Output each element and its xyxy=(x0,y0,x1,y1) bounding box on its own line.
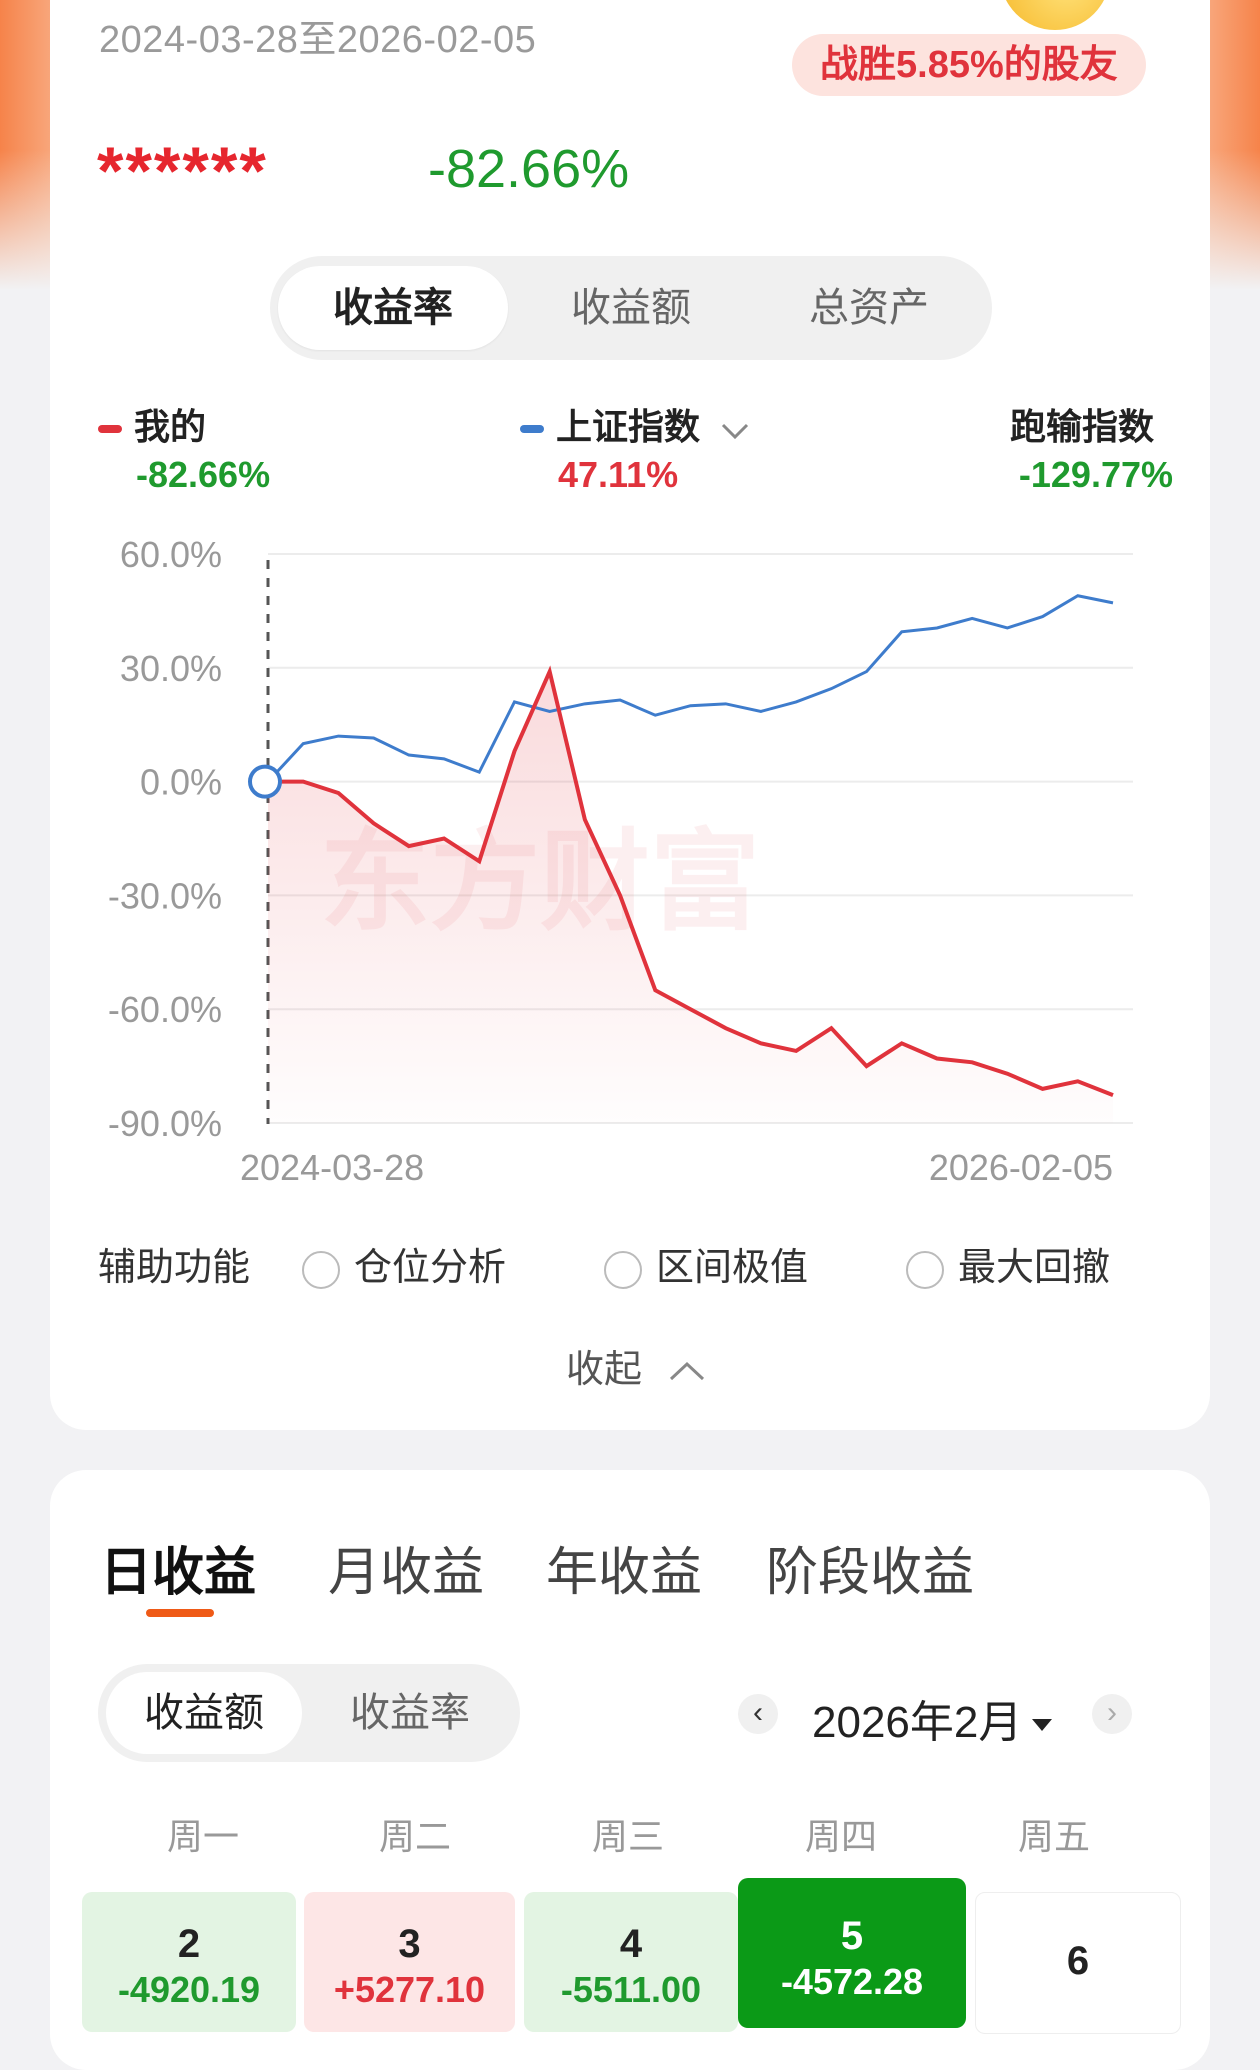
weekday-fri: 周五 xyxy=(1017,1816,1090,1857)
aux-label: 辅助功能 xyxy=(98,1247,251,1289)
day-cell[interactable]: 4 -5511.00 xyxy=(524,1892,738,2032)
option-label: 区间极值 xyxy=(656,1247,809,1289)
legend-underperform: 跑输指数 -129.77% xyxy=(1010,398,1173,495)
total-return: -82.66% xyxy=(428,139,630,199)
next-month-icon[interactable]: › xyxy=(1092,1694,1132,1734)
month-selector[interactable]: 2026年2月 xyxy=(812,1686,1053,1750)
option-position-analysis[interactable]: 仓位分析 xyxy=(302,1236,506,1291)
series-line-mine xyxy=(268,665,1114,1098)
index-line-swatch xyxy=(520,425,544,434)
masked-amount[interactable]: ****** xyxy=(97,133,268,209)
toggle-rate[interactable]: 收益率 xyxy=(350,1691,470,1735)
legend-underperform-value: -129.77% xyxy=(1018,454,1173,495)
toggle-amount[interactable]: 收益额 xyxy=(106,1672,302,1754)
y-tick-label: -90.0% xyxy=(108,1103,222,1144)
mine-line-swatch xyxy=(98,425,122,434)
prev-month-icon[interactable]: ‹ xyxy=(738,1694,778,1734)
legend-mine-label: 我的 xyxy=(134,406,207,447)
day-number: 2 xyxy=(177,1922,201,1966)
y-tick-label: -60.0% xyxy=(108,989,222,1030)
legend-underperform-label: 跑输指数 xyxy=(1010,406,1155,447)
y-tick-label: 0.0% xyxy=(140,762,222,803)
weekday-thu: 周四 xyxy=(804,1816,877,1857)
day-number: 3 xyxy=(398,1922,421,1966)
weekday-wed: 周三 xyxy=(591,1816,664,1857)
tab-total-assets[interactable]: 总资产 xyxy=(809,286,929,330)
chart-cursor-point[interactable] xyxy=(248,764,282,799)
legend-index-label: 上证指数 xyxy=(556,406,701,447)
y-tick-label: 60.0% xyxy=(120,534,222,575)
day-cell[interactable]: 2 -4920.19 xyxy=(82,1892,296,2032)
weekday-mon: 周一 xyxy=(166,1816,239,1857)
day-value: +5277.10 xyxy=(333,1969,486,2010)
legend-mine-value: -82.66% xyxy=(136,454,271,495)
chevron-up-icon xyxy=(667,1350,707,1393)
day-cell[interactable]: 6 xyxy=(975,1892,1181,2034)
day-number: 4 xyxy=(619,1922,643,1966)
x-tick-start: 2024-03-28 xyxy=(240,1147,424,1188)
collapse-label: 收起 xyxy=(566,1349,643,1391)
day-cell[interactable]: 3 +5277.10 xyxy=(304,1892,515,2032)
radio-icon[interactable] xyxy=(302,1250,340,1289)
option-label: 最大回撤 xyxy=(958,1247,1111,1289)
day-number: 6 xyxy=(1066,1939,1090,1983)
tab-period[interactable]: 阶段收益 xyxy=(766,1544,975,1602)
option-range-extremes[interactable]: 区间极值 xyxy=(604,1236,808,1291)
tab-return-amount[interactable]: 收益额 xyxy=(571,286,691,330)
y-tick-label: -30.0% xyxy=(108,875,222,916)
caret-down-icon xyxy=(1032,1719,1053,1732)
chevron-down-icon[interactable] xyxy=(720,408,750,450)
x-tick-end: 2026-02-05 xyxy=(929,1147,1113,1188)
legend-index[interactable]: 上证指数 47.11% xyxy=(520,398,750,495)
mine-area xyxy=(268,671,1113,1123)
y-axis: 60.0% 30.0% 0.0% -30.0% -60.0% -90.0% xyxy=(108,534,222,1144)
weekday-tue: 周二 xyxy=(378,1816,451,1857)
legend-mine: 我的 -82.66% xyxy=(98,398,270,495)
tab-yearly[interactable]: 年收益 xyxy=(546,1544,703,1602)
option-max-drawdown[interactable]: 最大回撤 xyxy=(906,1236,1110,1291)
date-range: 2024-03-28至2026-02-05 xyxy=(99,19,537,61)
overview-card xyxy=(50,0,1210,1430)
radio-icon[interactable] xyxy=(906,1250,944,1289)
collapse-button[interactable]: 收起 xyxy=(566,1338,707,1393)
tab-daily[interactable]: 日收益 xyxy=(100,1544,257,1602)
day-value: -4572.28 xyxy=(780,1961,924,2002)
legend-index-value: 47.11% xyxy=(558,454,679,495)
day-number: 5 xyxy=(840,1914,864,1958)
radio-icon[interactable] xyxy=(604,1250,642,1289)
day-value: -5511.00 xyxy=(560,1969,702,2010)
day-cell-selected[interactable]: 5 -4572.28 xyxy=(738,1878,966,2028)
active-tab-indicator xyxy=(146,1609,214,1617)
beat-rank-badge[interactable]: 战胜5.85%的股友 xyxy=(792,34,1146,96)
value-toggle: 收益额 收益率 xyxy=(98,1664,520,1762)
metric-segmented-control: 收益率 收益额 总资产 xyxy=(270,256,992,360)
tab-monthly[interactable]: 月收益 xyxy=(328,1544,485,1602)
tab-return-rate[interactable]: 收益率 xyxy=(278,266,508,350)
y-tick-label: 30.0% xyxy=(120,648,222,689)
option-label: 仓位分析 xyxy=(354,1247,507,1289)
series-line-index xyxy=(266,594,1114,783)
month-label: 2026年2月 xyxy=(812,1698,1023,1747)
day-value: -4920.19 xyxy=(117,1969,261,2010)
return-chart[interactable]: 60.0%30.0%0.0%-30.0%-60.0%-90.0% 东方财富 20… xyxy=(0,0,1260,1200)
